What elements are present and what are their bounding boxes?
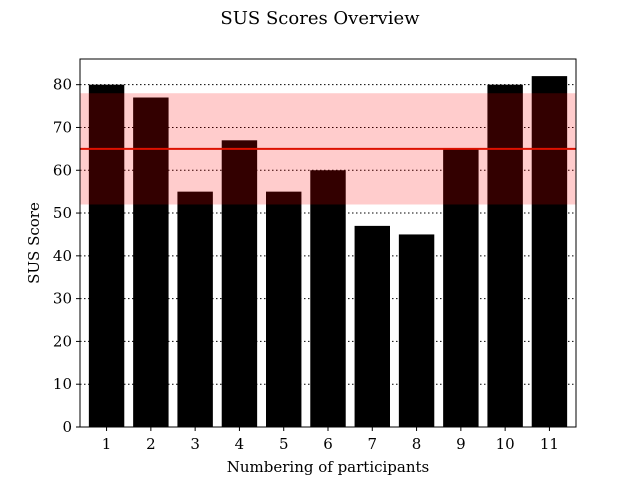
x-tick-label-4: 4 [235, 435, 245, 453]
x-axis-ticks: 1 2 3 4 5 6 7 8 9 10 11 [102, 427, 559, 453]
x-tick-label-5: 5 [279, 435, 289, 453]
bar-3 [177, 191, 213, 427]
x-tick-label-11: 11 [540, 435, 559, 453]
bar-7 [354, 225, 390, 427]
y-tick-label-70: 70 [53, 118, 72, 136]
x-tick-label-8: 8 [412, 435, 422, 453]
x-tick-label-2: 2 [146, 435, 156, 453]
x-axis-label: Numbering of participants [227, 458, 430, 476]
bar-11 [531, 76, 568, 428]
x-tick-label-3: 3 [190, 435, 200, 453]
bars [88, 76, 568, 428]
y-axis-label: SUS Score [25, 202, 43, 284]
y-tick-label-50: 50 [53, 204, 72, 222]
y-tick-label-10: 10 [53, 375, 72, 393]
bar-9 [443, 148, 479, 427]
y-tick-label-80: 80 [53, 76, 72, 94]
bar-6 [310, 170, 346, 428]
y-tick-label-0: 0 [62, 418, 72, 436]
bar-10 [487, 84, 523, 428]
x-tick-label-10: 10 [496, 435, 515, 453]
y-tick-label-40: 40 [53, 247, 72, 265]
bar-4 [221, 140, 258, 428]
y-axis-ticks: 0 10 20 30 40 50 60 70 80 [53, 76, 80, 436]
y-tick-label-20: 20 [53, 332, 72, 350]
chart-title: SUS Scores Overview [220, 8, 420, 29]
x-tick-label-6: 6 [323, 435, 333, 453]
x-tick-label-7: 7 [368, 435, 378, 453]
bar-1 [88, 84, 125, 428]
bar-8 [398, 234, 435, 427]
x-tick-label-1: 1 [102, 435, 112, 453]
bar-5 [266, 191, 302, 427]
y-tick-label-60: 60 [53, 161, 72, 179]
y-tick-label-30: 30 [53, 290, 72, 308]
x-tick-label-9: 9 [456, 435, 466, 453]
bar-2 [133, 97, 169, 427]
